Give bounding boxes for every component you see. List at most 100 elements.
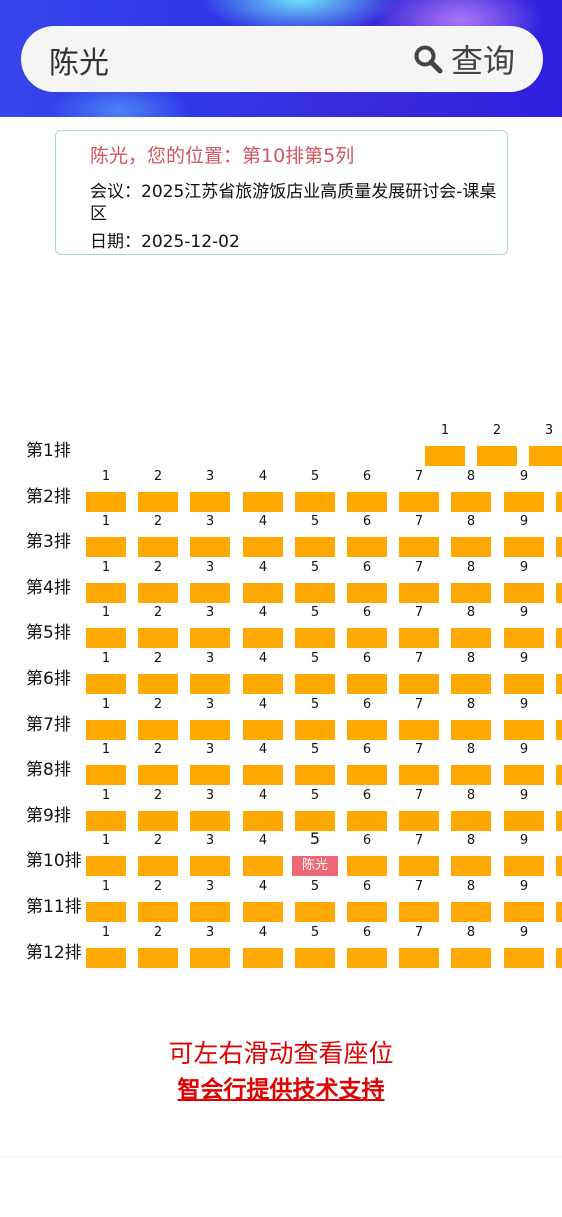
seat[interactable] [243, 628, 283, 649]
seat[interactable] [243, 902, 283, 922]
seat[interactable] [347, 491, 387, 512]
seat[interactable] [138, 674, 178, 694]
seat[interactable] [295, 902, 335, 922]
seat[interactable] [243, 810, 283, 831]
seat[interactable] [504, 582, 544, 603]
seat[interactable] [190, 537, 230, 558]
my-seat[interactable]: 陈光 [292, 856, 338, 877]
seat[interactable] [477, 446, 517, 466]
seat[interactable] [295, 582, 335, 603]
seat[interactable] [399, 582, 439, 603]
seat[interactable] [190, 765, 230, 786]
seat[interactable] [295, 628, 335, 649]
seat[interactable] [399, 856, 439, 877]
seat[interactable] [504, 537, 544, 558]
seat[interactable] [504, 719, 544, 740]
seat[interactable] [504, 628, 544, 649]
seat[interactable] [556, 674, 562, 694]
search-button[interactable]: 查询 [413, 26, 515, 92]
seat[interactable] [347, 719, 387, 740]
seat[interactable] [556, 765, 562, 786]
seat[interactable] [451, 491, 491, 512]
seat[interactable] [138, 719, 178, 740]
seat[interactable] [138, 765, 178, 786]
seat[interactable] [190, 810, 230, 831]
seat[interactable] [399, 902, 439, 922]
seat[interactable] [138, 902, 178, 922]
seat[interactable] [190, 582, 230, 603]
seat[interactable] [347, 582, 387, 603]
seat[interactable] [556, 719, 562, 740]
seat[interactable] [138, 582, 178, 603]
tech-support-link[interactable]: 智会行提供技术支持 [177, 1077, 385, 1103]
seat[interactable] [347, 765, 387, 786]
seat[interactable] [138, 628, 178, 649]
seat[interactable] [556, 947, 562, 968]
seat[interactable] [86, 491, 126, 512]
seat[interactable] [347, 674, 387, 694]
seat[interactable] [86, 947, 126, 968]
seat[interactable] [190, 856, 230, 877]
seat[interactable] [347, 810, 387, 831]
seat[interactable] [86, 765, 126, 786]
seat[interactable] [86, 674, 126, 694]
seat[interactable] [86, 902, 126, 922]
seat[interactable] [504, 765, 544, 786]
seat[interactable] [86, 582, 126, 603]
seat[interactable] [425, 446, 465, 466]
seat[interactable] [86, 856, 126, 877]
seat[interactable] [451, 537, 491, 558]
seat[interactable] [190, 947, 230, 968]
seat[interactable] [556, 582, 562, 603]
seat[interactable] [451, 582, 491, 603]
seat[interactable] [347, 856, 387, 877]
seat[interactable] [347, 628, 387, 649]
seat[interactable] [295, 810, 335, 831]
seat[interactable] [86, 719, 126, 740]
seat[interactable] [295, 947, 335, 968]
seat[interactable] [86, 628, 126, 649]
seat[interactable] [243, 765, 283, 786]
seat[interactable] [556, 628, 562, 649]
seat[interactable] [138, 491, 178, 512]
seat[interactable] [243, 719, 283, 740]
seat[interactable] [504, 947, 544, 968]
seat[interactable] [451, 810, 491, 831]
seat[interactable] [556, 491, 562, 512]
seat[interactable] [451, 674, 491, 694]
seat[interactable] [138, 947, 178, 968]
tech-support[interactable]: 智会行提供技术支持 [0, 1070, 562, 1104]
seat[interactable] [451, 902, 491, 922]
seat[interactable] [138, 856, 178, 877]
seat[interactable] [86, 810, 126, 831]
seat[interactable] [529, 446, 562, 466]
seat[interactable] [295, 719, 335, 740]
seat[interactable] [399, 765, 439, 786]
seat[interactable] [504, 674, 544, 694]
seat[interactable] [243, 491, 283, 512]
seat[interactable] [190, 628, 230, 649]
seat[interactable] [243, 537, 283, 558]
seat[interactable] [190, 491, 230, 512]
seat[interactable] [243, 674, 283, 694]
search-input[interactable] [47, 26, 391, 94]
seat[interactable] [399, 810, 439, 831]
seat[interactable] [399, 491, 439, 512]
seat[interactable] [295, 491, 335, 512]
seat[interactable] [295, 537, 335, 558]
seat[interactable] [190, 674, 230, 694]
seat[interactable] [190, 719, 230, 740]
seat[interactable] [347, 902, 387, 922]
seat[interactable] [399, 947, 439, 968]
seat[interactable] [399, 674, 439, 694]
seat[interactable] [504, 810, 544, 831]
seat[interactable] [504, 491, 544, 512]
seat[interactable] [451, 628, 491, 649]
seat[interactable] [243, 856, 283, 877]
seat[interactable] [399, 628, 439, 649]
seat[interactable] [556, 902, 562, 922]
seat[interactable] [451, 856, 491, 877]
seat[interactable] [451, 947, 491, 968]
seat[interactable] [347, 947, 387, 968]
seat[interactable] [556, 810, 562, 831]
